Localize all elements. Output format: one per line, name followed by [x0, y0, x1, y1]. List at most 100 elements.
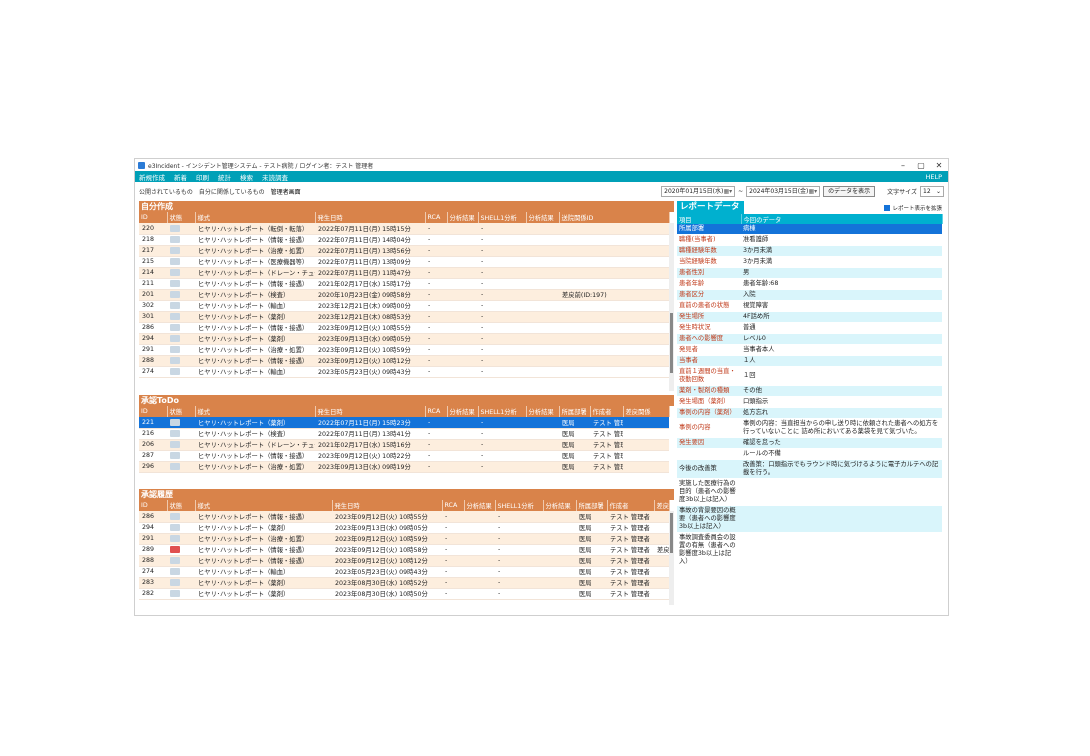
- maximize-button[interactable]: ▢: [917, 160, 925, 170]
- table-row[interactable]: 214 ヒヤリ･ハットレポート（ドレーン・チューブ）2022年07月11日(月) …: [139, 267, 669, 279]
- todo-col-header[interactable]: 差戻関係: [623, 406, 670, 417]
- report-row[interactable]: 当事者 １人: [677, 355, 942, 367]
- report-row[interactable]: 直前の患者の状態 視覚障害: [677, 300, 942, 312]
- own-col-header[interactable]: 分析結果: [526, 212, 560, 223]
- report-row[interactable]: 発生場面（薬剤） 口頭指示: [677, 396, 942, 408]
- history-col-header[interactable]: RCA: [442, 500, 465, 511]
- menu-print[interactable]: 印刷: [196, 173, 209, 182]
- table-row[interactable]: 283 ヒヤリ･ハットレポート（薬剤） 2023年08月30日(水) 10時52分 -…: [139, 577, 669, 589]
- report-row[interactable]: 発見者 当事者本人: [677, 344, 942, 356]
- history-col-header[interactable]: ID: [139, 500, 168, 511]
- report-row[interactable]: 職種(当事者) 准看護師: [677, 234, 942, 246]
- table-row[interactable]: 287 ヒヤリ･ハットレポート（情報・接遇） 2023年09月12日(火) 10時2…: [139, 450, 669, 462]
- own-col-header[interactable]: 様式: [195, 212, 316, 223]
- history-col-header[interactable]: 所属部署: [576, 500, 608, 511]
- report-row[interactable]: 事例の内容 事例の内容：当直担当からの申し送り時に依頼された患者への処方を行ってい…: [677, 418, 942, 438]
- todo-col-header[interactable]: 作成者: [590, 406, 624, 417]
- todo-col-header[interactable]: 分析結果: [447, 406, 479, 417]
- own-col-header[interactable]: ID: [139, 212, 168, 223]
- todo-col-header[interactable]: 状態: [167, 406, 196, 417]
- report-row[interactable]: 患者への影響度 レベル0: [677, 333, 942, 345]
- report-row[interactable]: 患者性別男: [677, 267, 942, 279]
- history-col-header[interactable]: 分析結果: [543, 500, 577, 511]
- menu-stats[interactable]: 統計: [218, 173, 231, 182]
- own-col-header[interactable]: SHELL1分析: [478, 212, 527, 223]
- todo-col-header[interactable]: 所属部署: [559, 406, 591, 417]
- history-col-header[interactable]: 状態: [167, 500, 196, 511]
- table-row[interactable]: 206 ヒヤリ･ハットレポート（ドレーン・チューブ）2021年02月17日(水) …: [139, 439, 669, 451]
- table-row[interactable]: 286 ヒヤリ･ハットレポート（情報・接遇） 2023年09月12日(火) 10時5…: [139, 322, 669, 334]
- date-to-picker[interactable]: 2024年03月15日(金) ▦▾: [746, 185, 821, 197]
- todo-col-header[interactable]: ID: [139, 406, 168, 417]
- table-row[interactable]: 215 ヒヤリ･ハットレポート（医療機器等） 2022年07月11日(月) 13時0…: [139, 256, 669, 268]
- report-row[interactable]: 職種経験年数 3か月未満: [677, 245, 942, 257]
- view-tab-admin[interactable]: 管理者画面: [270, 188, 301, 196]
- table-row[interactable]: 294 ヒヤリ･ハットレポート（薬剤） 2023年09月13日(水) 09時05分 -…: [139, 333, 669, 345]
- report-row[interactable]: 患者年齢 患者年齢:68: [677, 278, 942, 290]
- report-row[interactable]: 薬剤・製剤の種類 その他: [677, 385, 942, 397]
- menu-search[interactable]: 検索: [240, 173, 253, 182]
- menu-new[interactable]: 新規作成: [139, 173, 165, 182]
- table-row[interactable]: 288 ヒヤリ･ハットレポート（情報・接遇） 2023年09月12日(火) 10時1…: [139, 355, 669, 367]
- history-col-header[interactable]: 作成者: [607, 500, 655, 511]
- report-row[interactable]: 事例の内容（薬剤） 処方忘れ: [677, 407, 942, 419]
- own-scrollbar[interactable]: [669, 223, 674, 391]
- table-row[interactable]: 217 ヒヤリ･ハットレポート（治療・処置） 2022年07月11日(月) 13時5…: [139, 245, 669, 257]
- table-row[interactable]: 302 ヒヤリ･ハットレポート（輸血） 2023年12月21日(木) 09時00分 -…: [139, 300, 669, 312]
- table-row[interactable]: 296 ヒヤリ･ハットレポート（治療・処置） 2023年09月13日(水) 09時1…: [139, 461, 669, 473]
- menu-help[interactable]: HELP: [925, 172, 942, 181]
- menu-unread[interactable]: 未読調査: [262, 173, 288, 182]
- todo-col-header[interactable]: 発生日時: [315, 406, 426, 417]
- table-row[interactable]: 274 ヒヤリ･ハットレポート（輸血） 2023年05月23日(火) 09時43分 -…: [139, 366, 669, 378]
- table-row[interactable]: 291 ヒヤリ･ハットレポート（治療・処置） 2023年09月12日(火) 10時5…: [139, 344, 669, 356]
- close-button[interactable]: ✕: [935, 160, 943, 170]
- table-row[interactable]: 211 ヒヤリ･ハットレポート（情報・接遇） 2021年02月17日(水) 15時1…: [139, 278, 669, 290]
- table-row[interactable]: 289 ヒヤリ･ハットレポート（情報・接遇） 2023年09月12日(火) 10時5…: [139, 544, 669, 556]
- report-row[interactable]: 患者区分 入院: [677, 289, 942, 301]
- report-row[interactable]: 発生時状況 普通: [677, 322, 942, 334]
- report-row[interactable]: 当院経験年数 3か月未満: [677, 256, 942, 268]
- report-row[interactable]: 事故の背景要因の概要（患者への影響度3b以上は記入）: [677, 505, 942, 533]
- history-col-header[interactable]: 発生日時: [332, 500, 443, 511]
- minimize-button[interactable]: –: [901, 160, 905, 170]
- table-row[interactable]: 274 ヒヤリ･ハットレポート（輸血） 2023年05月23日(火) 09時43分 -…: [139, 566, 669, 578]
- todo-col-header[interactable]: 分析結果: [526, 406, 560, 417]
- table-row[interactable]: 201 ヒヤリ･ハットレポート（検査） 2020年10月23日(金) 09時58分 -…: [139, 289, 669, 301]
- table-row[interactable]: 301 ヒヤリ･ハットレポート（薬剤） 2023年12月21日(木) 08時53分 -…: [139, 311, 669, 323]
- view-tab-public[interactable]: 公開されているもの: [139, 188, 193, 196]
- history-col-header[interactable]: 分析結果: [464, 500, 496, 511]
- report-row[interactable]: 今後の改善策 改善策：口頭指示でもラウンド時に気づけるように電子カルテへの記載を行…: [677, 459, 942, 479]
- own-col-header[interactable]: 状態: [167, 212, 196, 223]
- font-size-select[interactable]: 12 ⌄: [920, 185, 944, 197]
- table-row[interactable]: 282 ヒヤリ･ハットレポート（薬剤） 2023年08月30日(水) 10時50分 -…: [139, 588, 669, 600]
- table-row[interactable]: 220 ヒヤリ･ハットレポート（転倒・転落） 2022年07月11日(月) 15時1…: [139, 223, 669, 235]
- history-col-header[interactable]: 様式: [195, 500, 333, 511]
- todo-col-header[interactable]: 様式: [195, 406, 316, 417]
- table-row[interactable]: 288 ヒヤリ･ハットレポート（情報・接遇） 2023年09月12日(火) 10時1…: [139, 555, 669, 567]
- table-row[interactable]: 218 ヒヤリ･ハットレポート（情報・接遇） 2022年07月11日(月) 14時0…: [139, 234, 669, 246]
- report-row[interactable]: ルールの不備: [677, 448, 942, 460]
- own-col-header[interactable]: RCA: [425, 212, 448, 223]
- table-row[interactable]: 291 ヒヤリ･ハットレポート（治療・処置） 2023年09月12日(火) 10時5…: [139, 533, 669, 545]
- history-col-header[interactable]: 差戻: [654, 500, 670, 511]
- report-row[interactable]: 発生要因 確認を怠った: [677, 437, 942, 449]
- report-row[interactable]: 所属部署 病棟: [677, 224, 942, 235]
- view-tab-related[interactable]: 自分に関係しているもの: [198, 188, 265, 196]
- own-col-header[interactable]: 分析結果: [447, 212, 479, 223]
- own-col-header[interactable]: 送院関係ID: [559, 212, 670, 223]
- todo-col-header[interactable]: SHELL1分析: [478, 406, 527, 417]
- report-row[interactable]: 事故調査委員会の設置の有無（患者への影響度3b以上は記入）: [677, 532, 942, 568]
- report-row[interactable]: 直前１週間の当直・夜勤回数 １回: [677, 366, 942, 386]
- table-row[interactable]: 286 ヒヤリ･ハットレポート（情報・接遇） 2023年09月12日(火) 10時5…: [139, 511, 669, 523]
- menu-latest[interactable]: 新着: [174, 173, 187, 182]
- report-row[interactable]: 発生場所 4F話め所: [677, 311, 942, 323]
- history-scrollbar[interactable]: [669, 511, 674, 605]
- table-row[interactable]: 294 ヒヤリ･ハットレポート（薬剤） 2023年09月13日(水) 09時05分 -…: [139, 522, 669, 534]
- report-row[interactable]: 実施した医療行為の目的（患者への影響度3b以上は記入）: [677, 478, 942, 506]
- show-data-button[interactable]: のデータを表示: [823, 185, 876, 197]
- table-row[interactable]: 221 ヒヤリ･ハットレポート（薬剤） 2022年07月11日(月) 15時23分 -…: [139, 417, 669, 429]
- expand-report-checkbox[interactable]: レポート表示を拡張: [884, 204, 942, 212]
- history-col-header[interactable]: SHELL1分析: [495, 500, 544, 511]
- todo-col-header[interactable]: RCA: [425, 406, 448, 417]
- table-row[interactable]: 216 ヒヤリ･ハットレポート（検査） 2022年07月11日(月) 13時41分 -…: [139, 428, 669, 440]
